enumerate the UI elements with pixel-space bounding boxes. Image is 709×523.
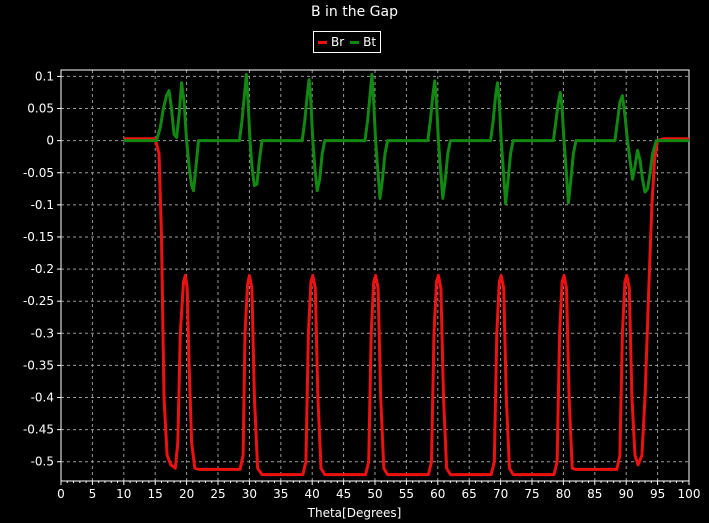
x-tick-label: 85	[587, 487, 602, 501]
x-tick-label: 55	[399, 487, 414, 501]
y-tick-label: -0.3	[31, 326, 54, 340]
y-tick-label: 0	[46, 134, 54, 148]
chart-legend: Br Bt	[313, 31, 382, 53]
x-tick-label: 70	[493, 487, 508, 501]
chart-title: B in the Gap	[310, 4, 398, 20]
x-tick-label: 40	[305, 487, 320, 501]
x-tick-label: 50	[367, 487, 382, 501]
x-tick-label: 75	[524, 487, 539, 501]
x-tick-label: 35	[273, 487, 288, 501]
y-tick-label: 0.1	[35, 69, 54, 83]
x-tick-label: 95	[650, 487, 665, 501]
series-line-bt	[123, 73, 690, 206]
x-tick-label: 45	[336, 487, 351, 501]
y-tick-label: -0.25	[23, 294, 54, 308]
legend-item-bt: Bt	[350, 35, 376, 49]
x-tick-label: 25	[210, 487, 225, 501]
x-tick-label: 90	[619, 487, 634, 501]
y-tick-label: -0.4	[31, 391, 54, 405]
x-tick-label: 10	[116, 487, 131, 501]
y-tick-label: -0.1	[31, 198, 54, 212]
y-tick-label: -0.35	[23, 358, 54, 372]
y-tick-label: -0.45	[23, 423, 54, 437]
x-tick-label: 15	[148, 487, 163, 501]
x-axis-label: Theta[Degrees]	[307, 506, 402, 520]
x-tick-label: 30	[242, 487, 257, 501]
legend-label-br: Br	[331, 35, 345, 49]
y-tick-label: -0.5	[31, 455, 54, 469]
x-tick-label: 60	[430, 487, 445, 501]
plot-frame	[60, 69, 690, 482]
legend-swatch-bt	[350, 40, 360, 44]
legend-label-bt: Bt	[363, 35, 377, 49]
legend-swatch-br	[318, 40, 327, 44]
x-tick-label: 80	[556, 487, 571, 501]
legend-item-br: Br	[318, 35, 344, 49]
y-tick-label: -0.15	[23, 230, 54, 244]
y-tick-label: 0.05	[27, 102, 54, 116]
x-tick-label: 65	[462, 487, 477, 501]
x-tick-label: 100	[678, 487, 701, 501]
y-tick-label: -0.2	[31, 262, 54, 276]
x-tick-label: 5	[89, 487, 97, 501]
series-line-br	[123, 137, 690, 477]
y-tick-label: -0.05	[23, 166, 54, 180]
x-tick-label: 20	[179, 487, 194, 501]
x-tick-label: 0	[57, 487, 65, 501]
